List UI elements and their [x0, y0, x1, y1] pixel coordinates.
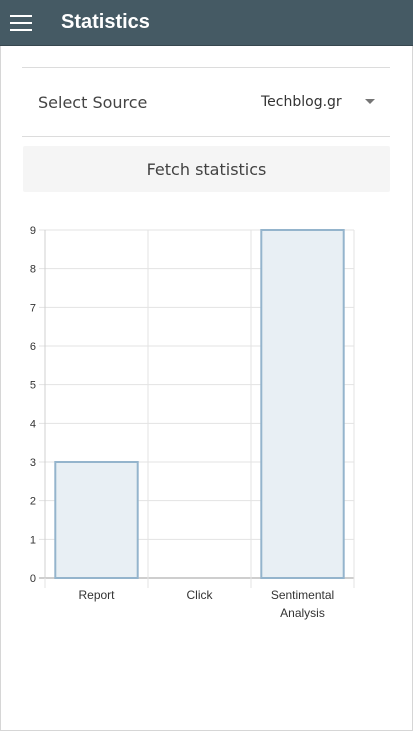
y-tick-label: 9 — [30, 225, 36, 237]
bar-report — [55, 462, 137, 578]
source-select-row: Select Source Techblog.gr — [22, 68, 390, 136]
y-tick-label: 8 — [30, 264, 36, 276]
select-source-label: Select Source — [38, 93, 147, 112]
app-bar: Statistics — [0, 0, 413, 46]
fetch-statistics-button[interactable]: Fetch statistics — [23, 146, 390, 192]
y-tick-label: 2 — [30, 496, 36, 508]
source-selected-value: Techblog.gr — [261, 94, 342, 110]
y-tick-label: 5 — [30, 380, 36, 392]
menu-line — [10, 29, 32, 31]
menu-line — [10, 22, 32, 24]
y-tick-label: 1 — [30, 534, 36, 546]
page-title: Statistics — [61, 11, 150, 34]
menu-line — [10, 15, 32, 17]
dropdown-arrow-icon — [365, 99, 375, 104]
statistics-bar-chart: 0 1 2 3 4 5 6 7 8 9 Report Click Sentimental Analysis — [0, 215, 413, 635]
y-tick-label: 0 — [30, 573, 36, 585]
y-tick-label: 4 — [30, 418, 36, 430]
x-tick-label: Click — [187, 588, 214, 602]
y-tick-label: 3 — [30, 457, 36, 469]
divider-bottom — [22, 136, 390, 137]
x-tick-label: Analysis — [280, 606, 325, 620]
x-tick-label: Sentimental — [271, 588, 334, 602]
hamburger-menu-icon[interactable] — [10, 14, 32, 32]
y-tick-label: 7 — [30, 302, 36, 314]
y-tick-label: 6 — [30, 341, 36, 353]
x-tick-label: Report — [78, 588, 115, 602]
source-dropdown[interactable]: Techblog.gr — [254, 88, 384, 116]
bar-sentimental-analysis — [261, 230, 343, 578]
